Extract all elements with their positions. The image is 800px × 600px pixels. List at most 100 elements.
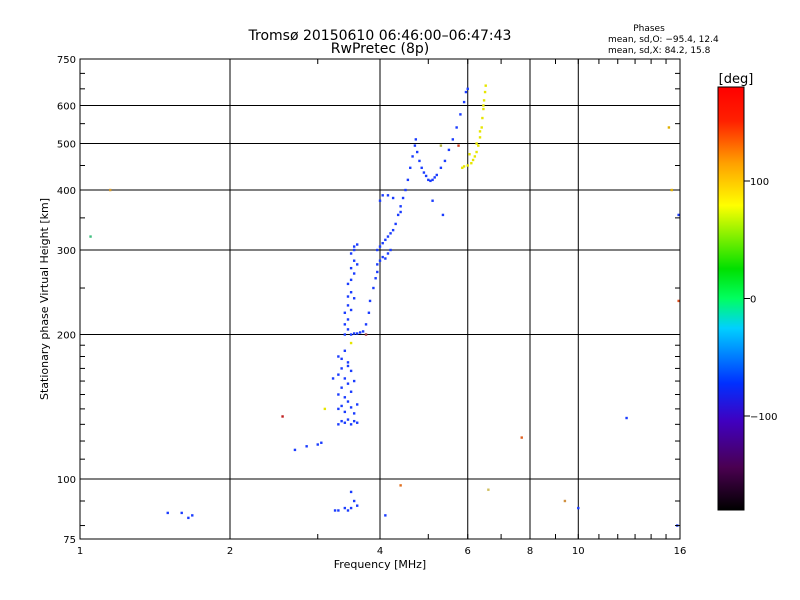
- y-axis: 75 100 200 300 400 500 600 750: [57, 55, 680, 546]
- data-point: [293, 448, 297, 452]
- x-axis-label: Frequency [MHz]: [334, 558, 426, 571]
- data-point: [391, 196, 395, 200]
- y-tick-label: 750: [57, 55, 76, 66]
- x-axis: 1 2 4 6 8 10 16: [77, 59, 686, 557]
- data-point: [349, 252, 353, 255]
- data-point: [487, 488, 490, 491]
- data-point: [337, 355, 340, 358]
- data-point: [340, 367, 343, 370]
- data-point: [473, 155, 477, 158]
- data-point: [281, 415, 284, 418]
- data-point: [462, 100, 466, 104]
- data-point: [364, 323, 368, 326]
- data-point: [355, 263, 359, 266]
- data-point: [378, 259, 382, 262]
- data-point: [670, 188, 673, 192]
- data-point: [343, 396, 347, 399]
- data-point: [470, 161, 473, 165]
- data-point: [384, 514, 387, 517]
- colorbar-tick-label: 100: [750, 177, 769, 188]
- grid: [80, 59, 680, 539]
- data-point: [361, 330, 365, 333]
- data-point: [482, 107, 485, 111]
- data-point: [349, 490, 353, 494]
- legend-line-x: mean, sd,X: 84.2, 15.8: [608, 46, 711, 56]
- data-point: [323, 407, 327, 411]
- x-tick-label: 8: [527, 546, 533, 557]
- data-point: [374, 277, 377, 280]
- data-point: [414, 138, 418, 141]
- data-point: [478, 136, 482, 139]
- data-point: [401, 196, 405, 200]
- data-point: [337, 407, 340, 411]
- legend-title: Phases: [633, 24, 665, 34]
- data-point: [368, 299, 372, 303]
- data-point: [337, 423, 340, 426]
- x-tick-label: 4: [377, 546, 383, 557]
- data-point: [667, 126, 671, 129]
- data-point: [337, 393, 340, 396]
- data-point: [346, 400, 350, 403]
- data-point: [462, 165, 466, 168]
- data-point: [166, 511, 169, 515]
- data-point: [457, 144, 460, 147]
- data-point: [677, 213, 680, 217]
- data-point: [346, 304, 350, 307]
- chart-subtitle: RwPretec (8p): [331, 41, 429, 57]
- data-point: [520, 436, 523, 439]
- data-point: [352, 248, 356, 252]
- data-point: [349, 423, 353, 426]
- data-point: [376, 248, 379, 252]
- data-point: [475, 142, 478, 145]
- data-point: [384, 257, 387, 260]
- data-point: [352, 419, 356, 423]
- x-tick-label: 10: [572, 546, 585, 557]
- colorbar-ticks: 100 0 −100: [744, 177, 777, 423]
- data-point: [346, 282, 350, 286]
- data-point: [349, 390, 353, 393]
- data-point: [343, 506, 347, 510]
- data-point: [352, 499, 356, 503]
- data-point: [464, 90, 468, 94]
- points: [89, 84, 680, 527]
- data-point: [320, 441, 323, 444]
- y-tick-label: 400: [57, 186, 76, 197]
- data-point: [386, 194, 390, 197]
- data-point: [180, 511, 183, 515]
- data-point: [577, 506, 580, 510]
- data-point: [337, 373, 340, 376]
- data-point: [340, 386, 343, 389]
- colorbar-label: [deg]: [719, 72, 754, 87]
- data-point: [349, 291, 353, 294]
- data-point: [355, 332, 359, 335]
- data-point: [411, 155, 414, 158]
- data-point: [429, 179, 432, 183]
- data-point: [376, 263, 379, 266]
- data-point: [355, 403, 359, 406]
- data-point: [399, 205, 402, 208]
- data-point: [461, 166, 464, 170]
- colorbar-tick-label: 0: [750, 295, 756, 306]
- data-point: [424, 174, 428, 178]
- data-point: [625, 416, 628, 420]
- y-tick-label: 100: [57, 475, 76, 486]
- data-point: [439, 166, 443, 170]
- data-point: [349, 308, 353, 312]
- data-point: [349, 406, 353, 409]
- data-point: [378, 199, 382, 202]
- data-point: [418, 159, 421, 163]
- data-point: [433, 176, 436, 179]
- data-point: [399, 210, 402, 214]
- data-point: [475, 150, 478, 154]
- data-point: [346, 295, 350, 298]
- data-point: [466, 164, 469, 167]
- colorbar-tick-label: −100: [750, 412, 777, 423]
- data-point: [343, 311, 347, 314]
- data-point: [420, 166, 423, 170]
- data-point: [381, 241, 384, 245]
- data-point: [349, 369, 353, 373]
- data-point: [346, 328, 350, 331]
- data-point: [316, 443, 319, 446]
- data-point: [386, 252, 390, 255]
